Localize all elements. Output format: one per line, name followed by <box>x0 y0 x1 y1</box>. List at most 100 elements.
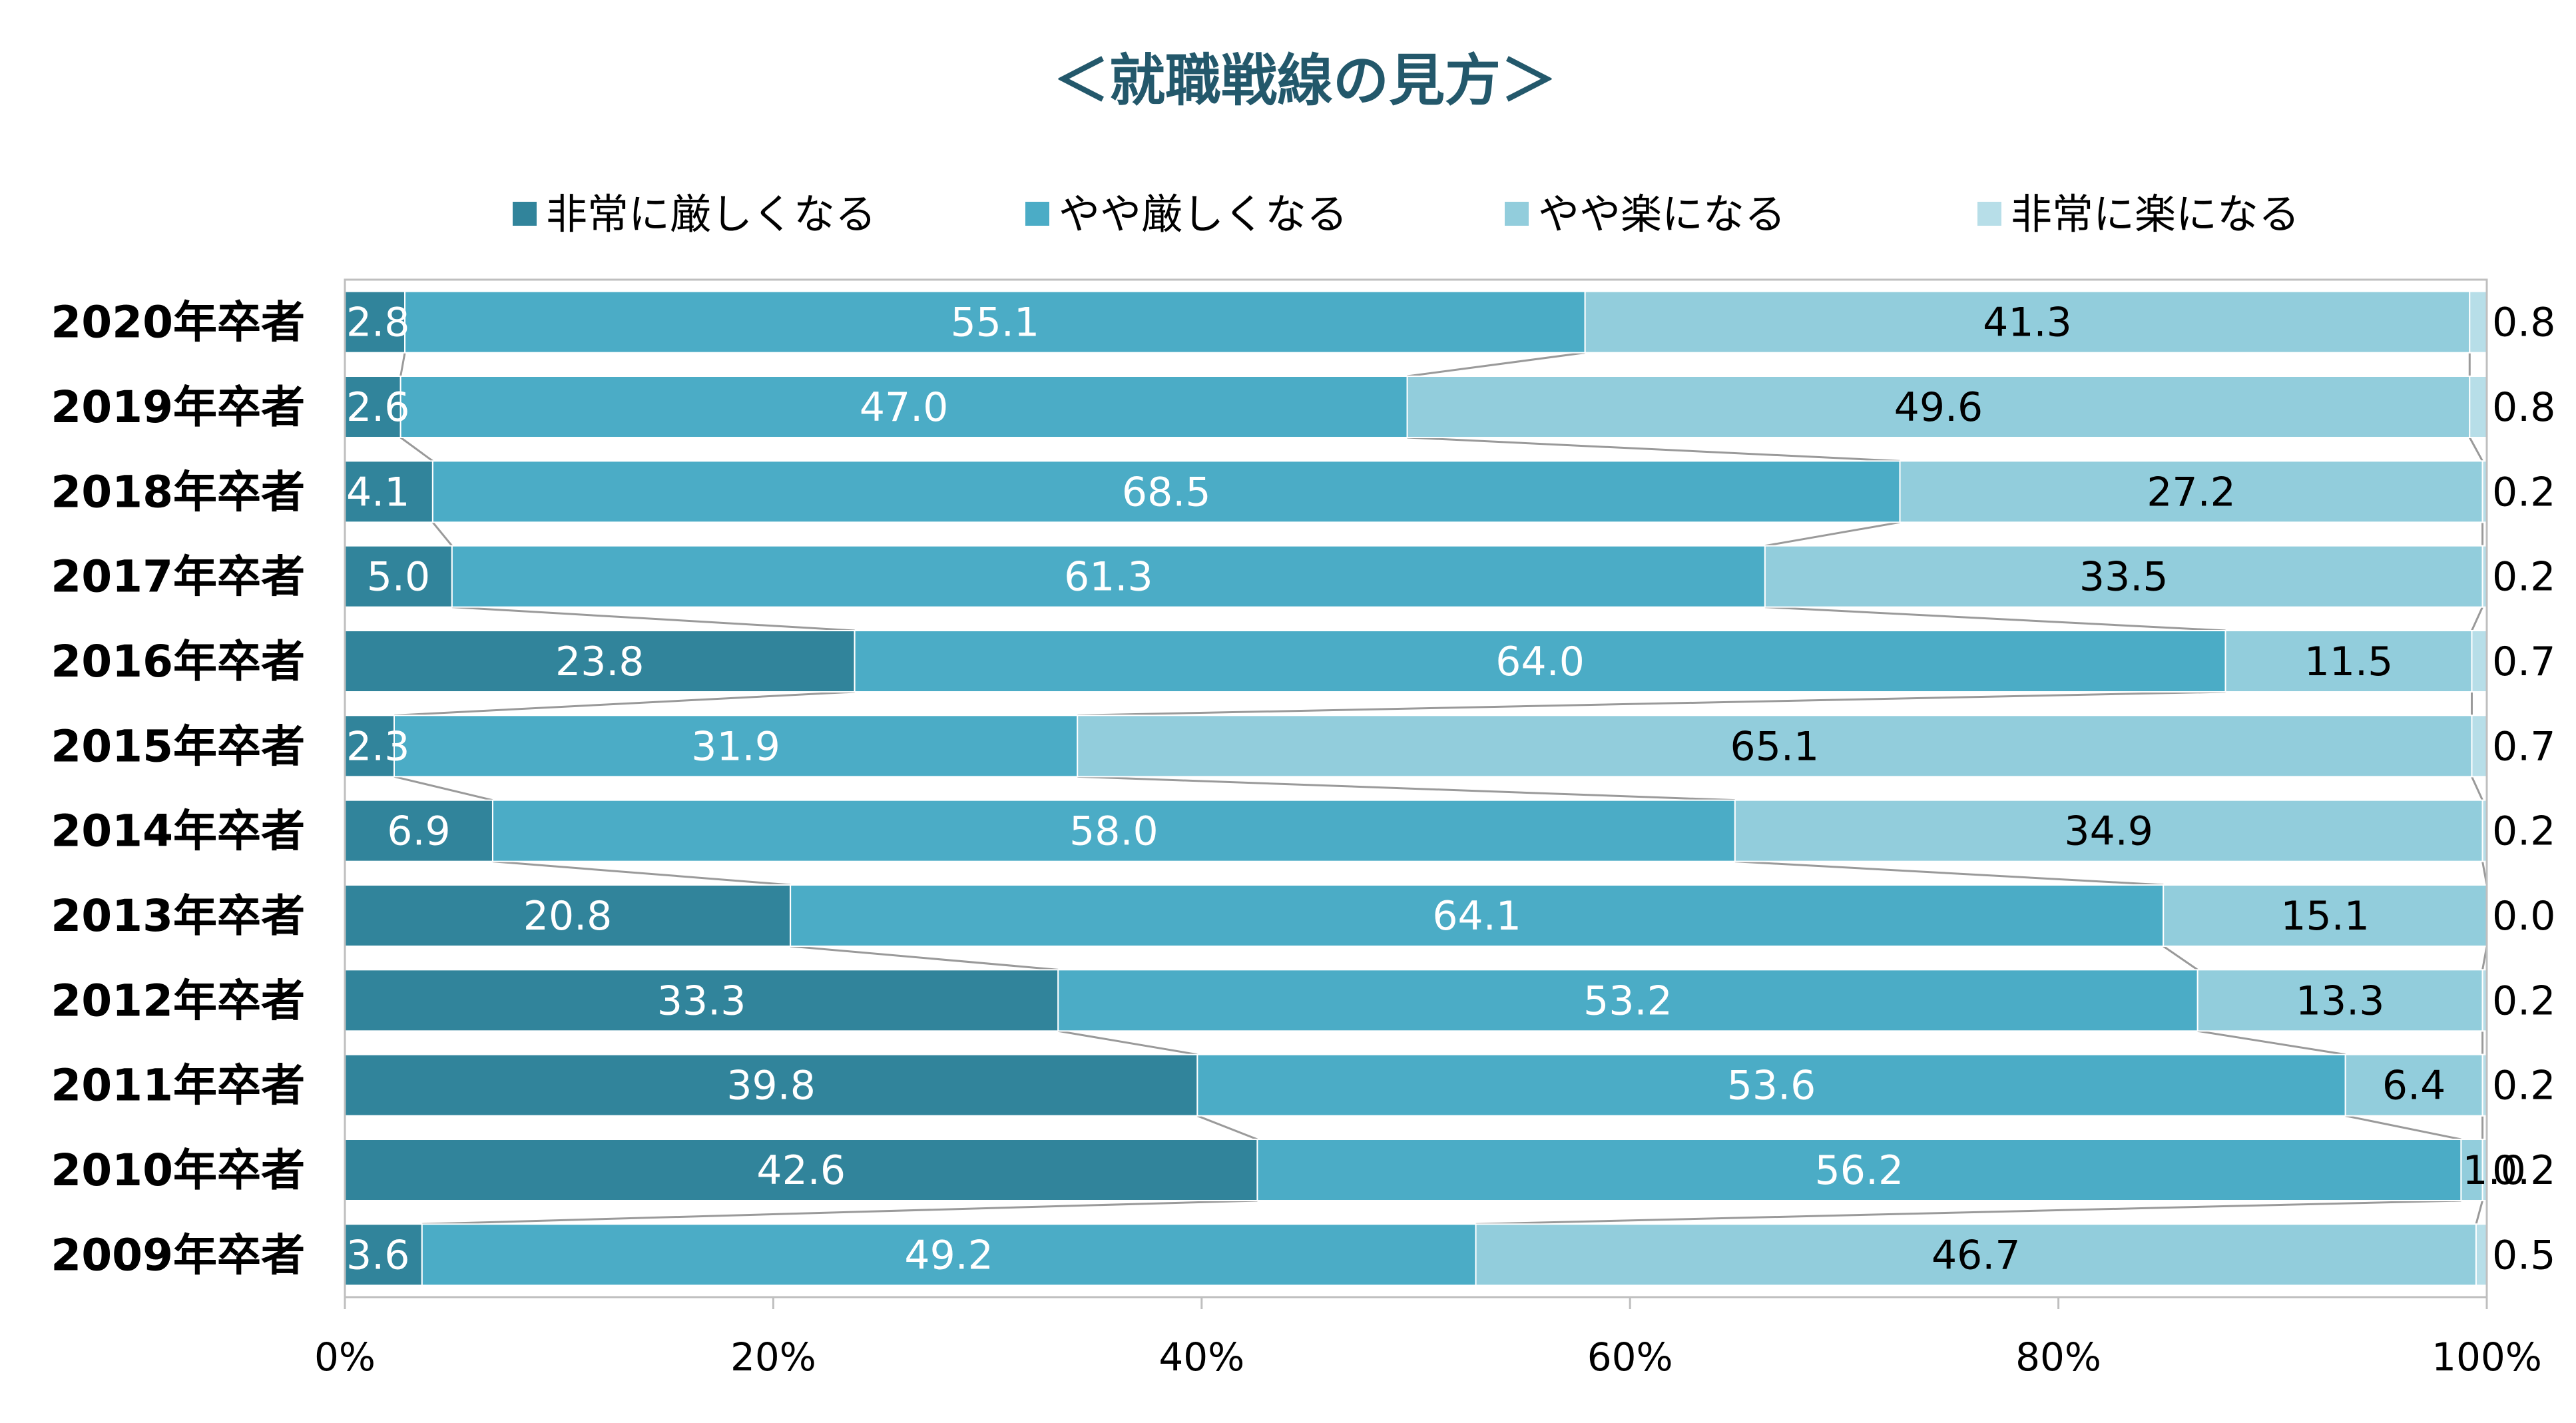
series-line <box>2163 945 2198 971</box>
series-line <box>1475 1199 2461 1225</box>
category-label: 2017年卒者 <box>51 551 305 603</box>
value-label: 42.6 <box>756 1147 846 1194</box>
bar-segment <box>2469 376 2487 438</box>
value-label: 0.2 <box>2492 978 2555 1024</box>
bar-segment <box>1406 376 2471 438</box>
bar-segment <box>1584 290 2471 354</box>
series-line <box>421 1199 1258 1225</box>
series-connector-lines <box>393 352 2488 1225</box>
bars <box>344 290 2488 1286</box>
category-label: 2011年卒者 <box>51 1060 305 1111</box>
value-label: 53.2 <box>1583 978 1673 1024</box>
value-label: 11.5 <box>2304 639 2394 685</box>
legend-swatch <box>1505 202 1529 226</box>
series-line <box>492 860 791 886</box>
bar-segment <box>399 376 1408 438</box>
series-line <box>1196 1115 1258 1141</box>
value-label: 1.0 <box>2462 1147 2525 1194</box>
bar-segment <box>393 714 1079 778</box>
value-label: 64.0 <box>1495 639 1585 685</box>
plot-area-border <box>344 278 2488 1298</box>
series-line <box>2475 1200 2484 1225</box>
value-label: 34.9 <box>2064 808 2153 855</box>
value-label: 0.7 <box>2492 723 2555 770</box>
value-label: 49.6 <box>1894 384 1983 431</box>
category-label: 2019年卒者 <box>51 382 305 433</box>
x-tick-label: 60% <box>1587 1334 1673 1380</box>
value-label: 41.3 <box>1983 300 2072 346</box>
bar-segment <box>344 714 395 778</box>
value-label: 27.2 <box>2147 469 2236 515</box>
series-line <box>431 521 453 547</box>
value-label: 53.6 <box>1727 1063 1816 1109</box>
value-label: 61.3 <box>1064 554 1153 601</box>
value-label: 15.1 <box>2280 893 2370 940</box>
legend-swatch <box>513 202 537 226</box>
series-line <box>2471 607 2483 631</box>
value-label: 20.8 <box>523 893 613 940</box>
series-line <box>399 352 406 377</box>
legend-label: やや厳しくなる <box>1059 190 1348 238</box>
value-label: 6.4 <box>2382 1063 2446 1109</box>
bar-segment <box>344 1223 423 1286</box>
chart-title: ＜就職戦線の見方＞ <box>1053 48 1557 113</box>
value-label: 58.0 <box>1069 808 1159 855</box>
value-label: 0.2 <box>2492 469 2555 515</box>
bar-segment <box>491 799 1736 862</box>
value-label: 47.0 <box>860 384 949 431</box>
bar-segment <box>344 545 453 608</box>
value-label: 2.8 <box>346 300 409 346</box>
bar-segment <box>2196 969 2483 1032</box>
value-label: 64.1 <box>1432 893 1521 940</box>
bar-segment <box>451 545 1766 608</box>
bar-segment <box>1475 1223 2477 1286</box>
value-label: 0.2 <box>2492 1147 2555 1194</box>
bar-segment <box>1734 799 2483 862</box>
series-line <box>393 775 493 802</box>
series-line <box>399 436 433 462</box>
series-line <box>1734 860 2164 886</box>
bar-segment <box>1256 1139 2462 1201</box>
value-label: 33.3 <box>657 978 746 1024</box>
value-label: 55.1 <box>951 300 1040 346</box>
value-label: 0.7 <box>2492 639 2555 685</box>
value-label: 0.0 <box>2492 893 2555 940</box>
series-line <box>1077 691 2226 716</box>
series-line <box>451 606 855 632</box>
bar-segment <box>2469 290 2487 354</box>
series-line <box>1058 1029 1198 1056</box>
legend-swatch <box>1977 202 2001 226</box>
bar-segment <box>344 376 401 438</box>
legend-label: やや楽になる <box>1538 190 1786 238</box>
value-label: 68.5 <box>1122 469 1211 515</box>
legend-label: 非常に楽になる <box>2011 190 2300 238</box>
value-label: 2.3 <box>346 723 409 770</box>
bar-segment <box>2224 630 2473 693</box>
series-line <box>1407 352 1585 378</box>
category-label: 2020年卒者 <box>51 297 305 348</box>
value-label: 46.7 <box>1932 1232 2021 1279</box>
value-label: 0.2 <box>2492 1063 2555 1109</box>
value-label: 0.8 <box>2492 300 2555 346</box>
x-tick-label: 0% <box>314 1334 376 1380</box>
value-label: 3.6 <box>346 1232 409 1279</box>
bar-segment <box>1196 1053 2346 1117</box>
bar-segment <box>2471 630 2487 693</box>
series-line <box>790 945 1059 971</box>
value-label: 13.3 <box>2296 978 2385 1024</box>
bar-segment <box>344 460 433 523</box>
bar-segment <box>854 630 2226 693</box>
x-tick-label: 40% <box>1159 1334 1244 1380</box>
bar-segment <box>2163 884 2487 947</box>
value-label: 0.2 <box>2492 554 2555 601</box>
bar-segment <box>344 969 1059 1032</box>
bar-segment <box>2471 714 2487 778</box>
bar-segment <box>1899 460 2483 523</box>
category-label: 2010年卒者 <box>51 1145 305 1196</box>
legend: 非常に厳しくなる やや厳しくなる やや楽になる 非常に楽になる <box>513 190 2300 238</box>
value-labels: 2.8 55.1 41.3 0.8 2.6 47.0 49.6 0.8 4.1 68.5 27.2 0… <box>346 300 2555 1279</box>
category-label: 2015年卒者 <box>51 720 305 772</box>
value-label: 4.1 <box>346 469 409 515</box>
series-line <box>1764 606 2226 632</box>
bar-segment <box>1764 545 2483 608</box>
